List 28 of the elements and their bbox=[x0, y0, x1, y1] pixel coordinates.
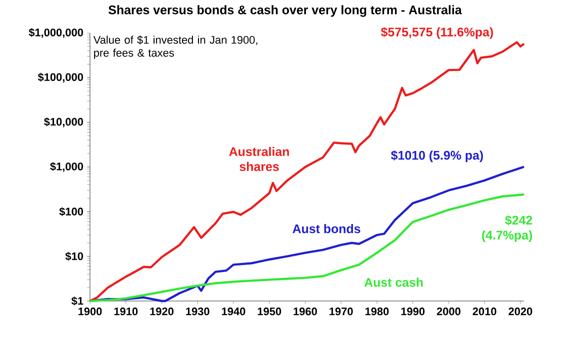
y-tick-label: $10,000 bbox=[44, 117, 84, 128]
x-tick-label: 1980 bbox=[365, 308, 389, 316]
x-tick-label: 1920 bbox=[150, 308, 174, 316]
x-tick-label: 1970 bbox=[330, 308, 353, 316]
annotation: $242 (4.7%pa) bbox=[482, 215, 532, 242]
y-tick-label: $1 bbox=[71, 296, 84, 306]
x-tick-label: 2010 bbox=[472, 308, 496, 316]
y-tick-label: $1,000 bbox=[50, 162, 84, 172]
x-tick-label: 1910 bbox=[114, 308, 138, 316]
x-tick-label: 1900 bbox=[78, 308, 102, 316]
annotation: $1010 (5.9% pa) bbox=[390, 150, 483, 162]
y-tick-label: $100,000 bbox=[38, 72, 84, 83]
y-tick-label: $1,000,000 bbox=[28, 28, 84, 38]
annotation: $575,575 (11.6%pa) bbox=[380, 27, 493, 39]
series-label: Aust bonds bbox=[292, 224, 360, 234]
x-tick-label: 2000 bbox=[436, 308, 460, 316]
x-tick-label: 1990 bbox=[401, 308, 425, 316]
x-tick-label: 2020 bbox=[508, 308, 532, 316]
chart-title: Shares versus bonds & cash over very long term - Australia bbox=[108, 5, 462, 17]
y-tick-label: $10 bbox=[65, 252, 84, 261]
series-label: Australian shares bbox=[229, 146, 289, 172]
x-tick-label: 1960 bbox=[294, 308, 317, 316]
x-tick-label: 1940 bbox=[222, 308, 246, 316]
series-label: Aust cash bbox=[364, 278, 423, 287]
x-tick-label: 1950 bbox=[258, 308, 282, 316]
annotation: Value of $1 invested in Jan 1900, pre fees & taxes bbox=[93, 36, 258, 59]
x-tick-label: 1930 bbox=[186, 308, 210, 316]
y-tick-label: $100 bbox=[59, 207, 84, 216]
